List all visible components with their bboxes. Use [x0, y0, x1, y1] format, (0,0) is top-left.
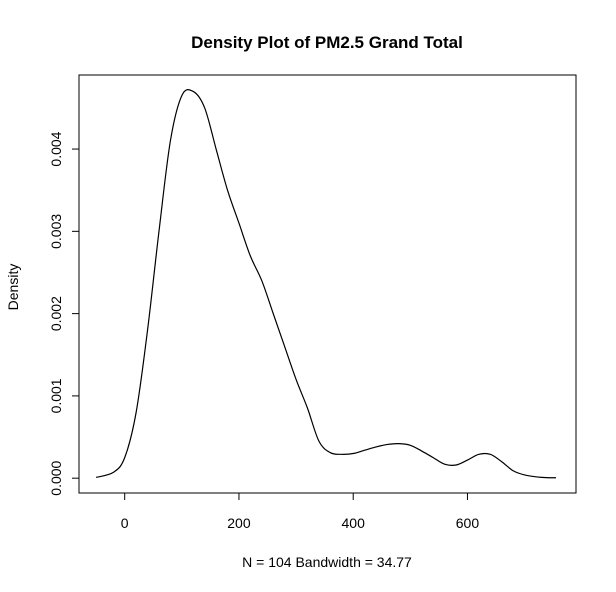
y-tick-label: 0.000: [48, 460, 64, 495]
y-tick-label: 0.002: [48, 296, 64, 331]
y-tick-label: 0.004: [48, 131, 64, 166]
y-axis: 0.000 0.001 0.002 0.003 0.004: [48, 131, 80, 496]
x-axis-label: N = 104 Bandwidth = 34.77: [242, 554, 412, 570]
chart-title: Density Plot of PM2.5 Grand Total: [191, 33, 463, 52]
x-axis: 0 200 400 600: [121, 492, 480, 531]
x-tick-label: 600: [456, 515, 480, 531]
x-tick-label: 0: [121, 515, 129, 531]
y-tick-label: 0.003: [48, 214, 64, 249]
x-tick-label: 200: [227, 515, 251, 531]
x-tick-label: 400: [342, 515, 366, 531]
y-axis-label: Density: [5, 264, 21, 311]
density-line: [95, 89, 557, 479]
y-tick-label: 0.001: [48, 378, 64, 413]
